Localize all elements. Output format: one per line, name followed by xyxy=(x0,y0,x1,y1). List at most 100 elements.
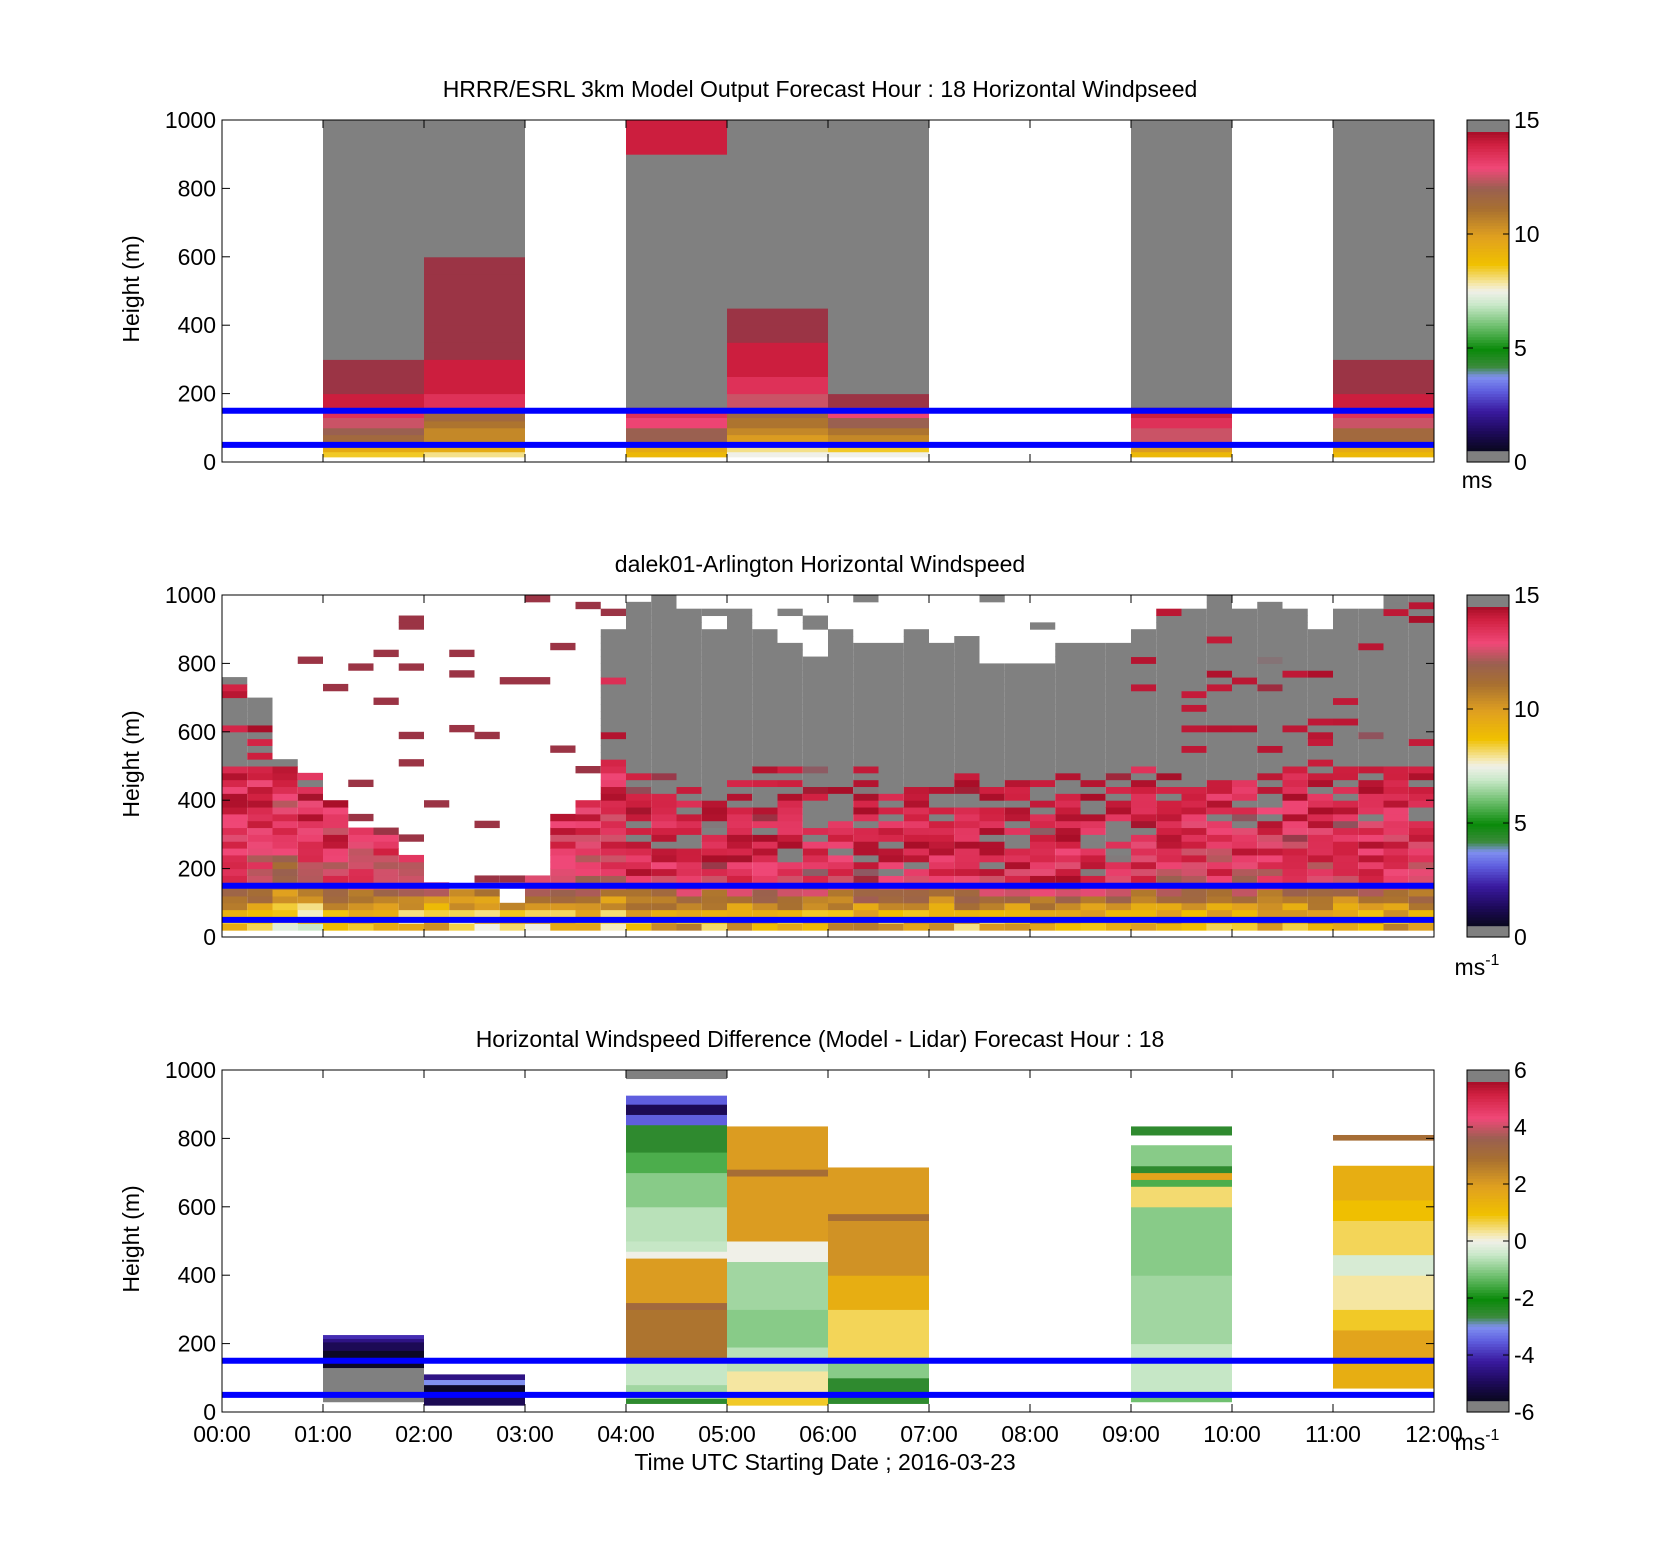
data-cell xyxy=(1358,800,1384,808)
data-cell xyxy=(903,649,929,658)
data-cell xyxy=(676,629,702,637)
data-cell xyxy=(777,718,803,726)
data-cell xyxy=(1383,827,1409,835)
data-cell xyxy=(1232,807,1258,815)
data-cell xyxy=(1181,813,1207,822)
data-cell xyxy=(727,1126,828,1170)
colorbar-segment xyxy=(1467,1209,1509,1214)
data-cell xyxy=(727,427,828,436)
data-cell xyxy=(853,786,879,794)
data-cell xyxy=(1206,772,1232,781)
data-cell xyxy=(247,800,273,808)
colorbar-segment xyxy=(1467,328,1509,332)
y-tick-label: 1000 xyxy=(165,1057,216,1083)
data-cell xyxy=(323,154,424,189)
data-cell xyxy=(701,827,727,835)
data-cell xyxy=(1307,759,1333,767)
data-cell xyxy=(1282,779,1308,788)
data-cell xyxy=(828,834,854,842)
data-cell xyxy=(727,889,753,897)
colorbar-segment xyxy=(1467,1312,1509,1316)
data-cell xyxy=(424,273,525,292)
data-cell xyxy=(1131,786,1157,794)
data-cell xyxy=(701,759,727,767)
data-cell xyxy=(600,697,626,705)
data-cell xyxy=(727,711,753,719)
colorbar-segment xyxy=(1467,1386,1509,1390)
data-cell xyxy=(1004,752,1030,760)
data-cell xyxy=(727,434,828,442)
data-cell xyxy=(878,827,904,835)
data-cell xyxy=(853,690,879,699)
colorbar-tick-label: 0 xyxy=(1514,449,1527,475)
colorbar-segment xyxy=(1467,908,1509,912)
data-cell xyxy=(247,909,273,917)
data-cell xyxy=(1156,718,1182,726)
data-cell xyxy=(1206,875,1232,883)
data-cell xyxy=(727,417,828,429)
data-cell xyxy=(1080,759,1106,767)
data-cell xyxy=(1333,745,1359,753)
data-cell xyxy=(373,827,399,835)
colorbar-segment xyxy=(1467,424,1509,429)
data-cell xyxy=(676,889,702,897)
colorbar-segment xyxy=(1467,131,1509,135)
data-cell xyxy=(1307,718,1333,726)
data-cell xyxy=(828,827,854,835)
colorbar-segment xyxy=(1467,1286,1509,1291)
colorbar-segment xyxy=(1467,848,1509,853)
data-cell xyxy=(297,854,323,863)
data-cell xyxy=(727,909,753,917)
data-cell xyxy=(752,909,778,917)
colorbar-segment xyxy=(1467,897,1509,901)
data-cell xyxy=(979,670,1005,678)
data-cell xyxy=(752,663,778,671)
colorbar-segment xyxy=(1467,706,1509,710)
data-cell xyxy=(1055,786,1081,794)
data-cell xyxy=(676,656,702,664)
colorbar-segment xyxy=(1467,413,1509,417)
data-cell xyxy=(777,697,803,705)
data-cell xyxy=(1131,697,1157,705)
data-cell xyxy=(222,766,248,774)
data-cell xyxy=(1383,642,1409,651)
data-cell xyxy=(424,376,525,395)
data-cell xyxy=(853,848,879,856)
data-cell xyxy=(449,909,475,917)
data-cell xyxy=(1282,711,1308,719)
colorbar-segment xyxy=(1467,191,1509,195)
data-cell xyxy=(1333,446,1434,453)
colorbar-segment xyxy=(1467,905,1509,910)
data-cell xyxy=(1156,629,1182,637)
data-cell xyxy=(1282,895,1308,904)
data-cell xyxy=(1383,704,1409,712)
data-cell xyxy=(1105,731,1131,740)
data-cell xyxy=(1383,909,1409,917)
data-cell xyxy=(701,752,727,760)
y-tick-label: 200 xyxy=(178,856,216,882)
data-cell xyxy=(954,841,980,849)
data-cell xyxy=(1307,848,1333,856)
panel-lidar: dalek01-Arlington Horizontal Windspeed H… xyxy=(118,551,1540,980)
data-cell xyxy=(828,697,854,705)
data-cell xyxy=(348,827,374,835)
data-cell xyxy=(752,902,778,911)
colorbar-segment xyxy=(1467,663,1509,667)
data-cell xyxy=(323,923,349,931)
data-cell xyxy=(1181,656,1207,664)
data-cell xyxy=(1307,793,1333,801)
data-cell xyxy=(323,868,349,876)
colorbar-segment xyxy=(1467,1198,1509,1202)
colorbar-segment xyxy=(1467,279,1509,284)
data-cell xyxy=(1131,772,1157,781)
colorbar-segment xyxy=(1467,654,1509,659)
data-cell xyxy=(1131,1172,1232,1180)
data-cell xyxy=(373,841,399,849)
data-cell xyxy=(979,827,1005,835)
data-cell xyxy=(727,766,753,774)
colorbar-segment xyxy=(1467,714,1509,719)
colorbar-segment xyxy=(1467,1309,1509,1313)
data-cell xyxy=(1358,786,1384,794)
colorbar-segment xyxy=(1467,723,1509,727)
data-cell xyxy=(323,909,349,917)
